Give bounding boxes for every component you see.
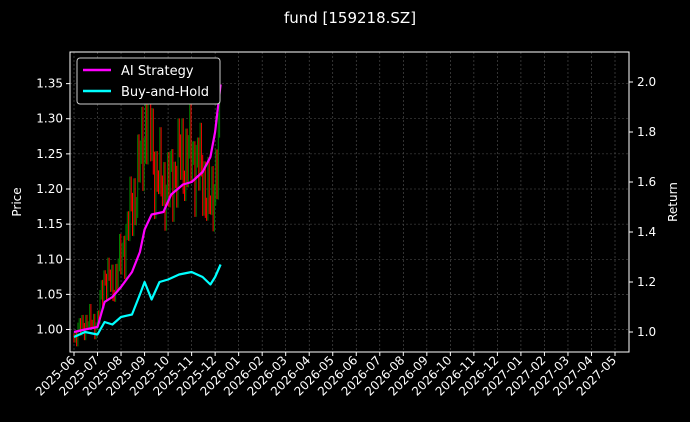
right-tick-label: 1.6 — [637, 175, 656, 189]
left-tick-label: 1.00 — [36, 323, 63, 337]
right-tick-label: 1.2 — [637, 275, 656, 289]
left-axis: 1.00 1.05 1.10 1.15 1.20 1.25 1.30 1.35 — [36, 77, 70, 337]
left-tick-label: 1.25 — [36, 147, 63, 161]
right-tick-label: 1.8 — [637, 125, 656, 139]
left-tick-label: 1.35 — [36, 77, 63, 91]
y-axis-label-right: Return — [666, 182, 680, 222]
chart-title: fund [159218.SZ] — [284, 9, 416, 27]
legend-box — [76, 57, 221, 105]
return-series — [73, 84, 222, 339]
price-series — [73, 66, 221, 347]
y-axis-label-left: Price — [10, 187, 24, 216]
left-tick-label: 1.05 — [36, 287, 63, 301]
legend-label-buy-and-hold: Buy-and-Hold — [121, 85, 209, 100]
left-tick-label: 1.15 — [36, 217, 63, 231]
right-tick-label: 2.0 — [637, 75, 656, 89]
right-tick-label: 1.4 — [637, 225, 656, 239]
plot-frame — [69, 51, 630, 353]
right-tick-label: 1.0 — [637, 325, 656, 339]
left-tick-label: 1.20 — [36, 182, 63, 196]
series-line-ai-strategy — [73, 84, 222, 334]
left-tick-label: 1.30 — [36, 112, 63, 126]
left-tick-label: 1.10 — [36, 252, 63, 266]
legend: AI Strategy Buy-and-Hold — [76, 57, 221, 105]
legend-label-ai-strategy: AI Strategy — [121, 64, 194, 79]
series-line-buy-and-hold — [73, 264, 222, 339]
right-axis: 1.0 1.2 1.4 1.6 1.8 2.0 — [629, 75, 656, 339]
x-axis: 2025-062025-072025-082025-092025-102025-… — [33, 352, 619, 399]
